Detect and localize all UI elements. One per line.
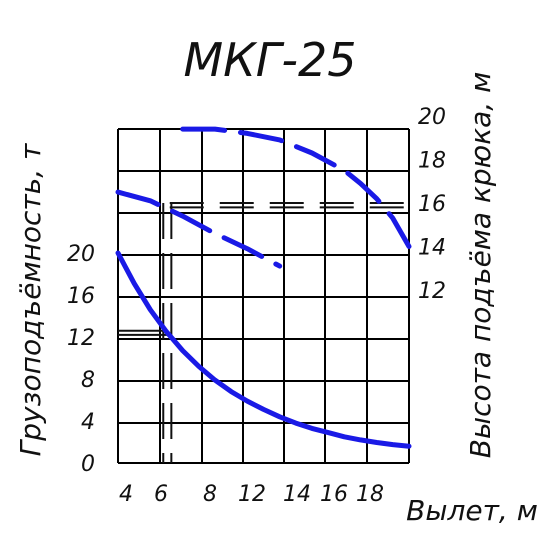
y-right-tick-label: 12: [418, 279, 446, 304]
y-right-axis-label: Высота подъёма крюка, м: [464, 72, 497, 458]
reference-lines: [118, 202, 409, 463]
y-right-tick-label: 18: [418, 149, 446, 174]
series-line-1: [115, 250, 412, 449]
x-tick-label: 4: [119, 482, 133, 507]
y-left-tick-label: 16: [67, 284, 95, 309]
chart-title: МКГ-25: [183, 33, 356, 87]
y-left-tick-label: 4: [81, 410, 95, 435]
series-line-3: [180, 126, 412, 249]
grid: [117, 128, 410, 464]
x-axis-label: Вылет, м: [406, 494, 538, 527]
x-tick-label: 18: [356, 482, 384, 507]
y-left-tick-label: 8: [81, 368, 95, 393]
series-layer: [115, 126, 412, 449]
x-tick-label: 6: [154, 482, 168, 507]
x-tick-label: 16: [320, 482, 348, 507]
y-right-tick-label: 20: [418, 105, 446, 130]
y-left-axis-label: Грузоподъёмность, т: [14, 143, 47, 456]
x-tick-label: 12: [238, 482, 266, 507]
y-left-tick-label: 12: [67, 326, 95, 351]
x-tick-label: 14: [283, 482, 311, 507]
series-line-2: [115, 189, 283, 269]
y-right-tick-label: 16: [418, 192, 446, 217]
x-tick-label: 8: [203, 482, 217, 507]
y-right-tick-label: 14: [418, 236, 446, 261]
y-left-tick-label: 0: [81, 452, 95, 477]
y-left-tick-label: 20: [67, 242, 95, 267]
